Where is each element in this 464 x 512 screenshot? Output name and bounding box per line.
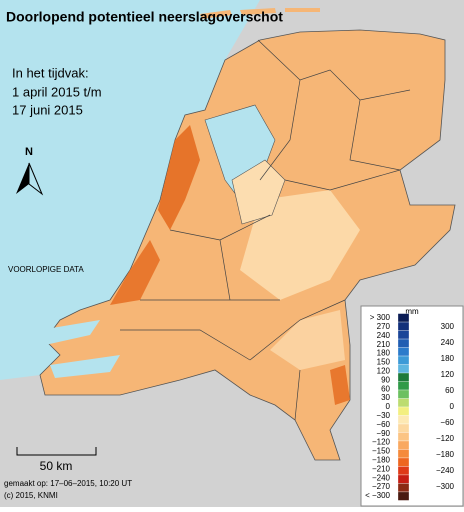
- legend-left-label: −150: [372, 447, 391, 456]
- legend-right-label: 180: [441, 354, 455, 363]
- legend-left-label: −270: [372, 482, 391, 491]
- legend-swatch: [397, 423, 410, 433]
- legend-left-label: −60: [376, 420, 390, 429]
- legend-swatch: [397, 474, 410, 484]
- legend-left-label: −240: [372, 473, 391, 482]
- legend-left-label: −30: [376, 411, 390, 420]
- legend-swatch: [397, 355, 410, 365]
- legend-left-label: 90: [381, 375, 390, 384]
- legend-left-label: > 300: [370, 313, 391, 322]
- legend-swatch: [397, 432, 410, 442]
- legend-right-label: 60: [445, 386, 454, 395]
- legend-swatch: [397, 330, 410, 340]
- sea: [0, 0, 260, 380]
- legend-swatch: [397, 398, 410, 408]
- legend-left-label: 270: [377, 322, 391, 331]
- north-arrow: [16, 163, 29, 194]
- legend-swatch: [397, 338, 410, 348]
- notice: VOORLOPIGE DATA: [8, 265, 84, 274]
- legend-swatch: [397, 440, 410, 450]
- legend-left-label: 150: [377, 358, 391, 367]
- legend-right-label: −120: [436, 434, 455, 443]
- region-dry: [110, 240, 160, 305]
- legend-right-label: −300: [436, 482, 455, 491]
- legend-swatch: [397, 372, 410, 382]
- legend-swatch: [397, 381, 410, 391]
- legend: mm > 3002702402101801501209060300−30−60−…: [360, 305, 464, 507]
- estuaries: [40, 320, 120, 378]
- north-arrow: [28, 162, 44, 196]
- legend-right-label: −60: [440, 418, 454, 427]
- legend-right-label: −240: [436, 466, 455, 475]
- legend-swatch: [397, 389, 410, 399]
- region-dry: [158, 125, 200, 230]
- legend-box: [360, 305, 464, 507]
- wadden-islands: [200, 8, 320, 19]
- legend-left-label: 60: [381, 384, 390, 393]
- legend-unit: mm: [405, 307, 419, 316]
- province-borders: [120, 39, 411, 421]
- legend-left-label: −90: [376, 429, 390, 438]
- flevoland: [231, 159, 286, 225]
- legend-swatch: [397, 364, 410, 374]
- period-start: 1 april 2015 t/m: [12, 84, 102, 99]
- legend-swatch: [397, 483, 410, 493]
- north-label: N: [25, 146, 33, 158]
- period-end: 17 juni 2015: [12, 102, 83, 117]
- legend-swatch: [397, 457, 410, 467]
- legend-swatch: [397, 321, 410, 331]
- region-wet: [270, 310, 345, 370]
- title: Doorlopend potentieel neerslagoverschot: [6, 9, 283, 25]
- legend-left-label: 180: [377, 349, 391, 358]
- legend-right-label: 0: [450, 402, 455, 411]
- legend-left-label: 120: [377, 367, 391, 376]
- region-wet: [240, 190, 360, 300]
- legend-right-label: 240: [441, 338, 455, 347]
- legend-right-label: −180: [436, 450, 455, 459]
- legend-left-label: 210: [377, 340, 391, 349]
- footer-copyright: (c) 2015, KNMI: [4, 491, 58, 500]
- legend-right-label: 300: [441, 322, 455, 331]
- legend-swatch: [397, 449, 410, 459]
- legend-left-label: < −300: [365, 491, 390, 500]
- legend-swatch: [397, 466, 410, 476]
- scale-bar: [16, 447, 97, 456]
- legend-left-label: −210: [372, 464, 391, 473]
- scale-label: 50 km: [40, 459, 73, 473]
- footer-made: gemaakt op: 17–06–2015, 10:20 UT: [4, 479, 132, 488]
- legend-swatch: [397, 347, 410, 357]
- legend-swatch: [397, 491, 410, 501]
- legend-swatch: [397, 415, 410, 425]
- legend-left-label: −120: [372, 438, 391, 447]
- legend-swatch: [397, 406, 410, 416]
- legend-left-label: 30: [381, 393, 390, 402]
- legend-right-label: 120: [441, 370, 455, 379]
- legend-left-label: 240: [377, 331, 391, 340]
- legend-swatch: [397, 313, 410, 323]
- legend-left-label: 0: [386, 402, 391, 411]
- region-dry: [330, 365, 350, 405]
- period-label: In het tijdvak:: [12, 65, 89, 80]
- legend-left-label: −180: [372, 456, 391, 465]
